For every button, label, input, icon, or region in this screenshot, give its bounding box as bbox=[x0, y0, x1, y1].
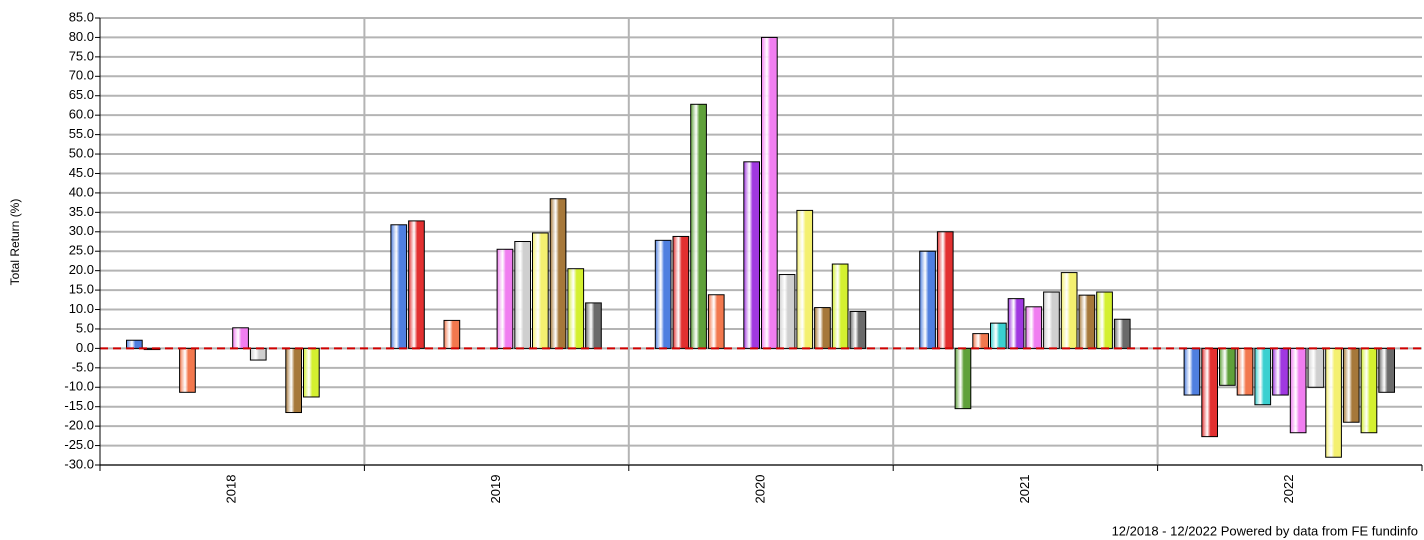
bar bbox=[778, 274, 796, 349]
y-tick-label: -5.0 bbox=[72, 359, 94, 374]
y-tick-label: -10.0 bbox=[64, 379, 94, 394]
bar bbox=[1289, 347, 1307, 434]
bar bbox=[390, 224, 408, 349]
y-tick-label: 25.0 bbox=[69, 243, 94, 258]
y-tick-label: 15.0 bbox=[69, 282, 94, 297]
bar bbox=[654, 239, 672, 349]
y-tick-label: 20.0 bbox=[69, 262, 94, 277]
footer: 12/2018 - 12/2022 Powered by data from F… bbox=[1112, 523, 1418, 538]
bar bbox=[1325, 347, 1342, 458]
bar bbox=[443, 319, 461, 349]
bar bbox=[1025, 306, 1043, 349]
bar bbox=[496, 248, 514, 349]
bar bbox=[303, 347, 320, 398]
bar bbox=[514, 241, 531, 349]
bar bbox=[1113, 318, 1131, 349]
y-tick-label: 5.0 bbox=[76, 320, 94, 335]
y-tick-label: 65.0 bbox=[69, 87, 94, 102]
bar bbox=[1183, 347, 1201, 396]
y-tick-label: 50.0 bbox=[69, 145, 94, 160]
bar bbox=[1043, 291, 1060, 349]
bar bbox=[672, 235, 690, 349]
y-tick-label: 80.0 bbox=[69, 29, 94, 44]
bar bbox=[567, 268, 585, 349]
x-tick-label: 2019 bbox=[488, 475, 503, 504]
bar bbox=[743, 161, 760, 349]
bar bbox=[1360, 347, 1378, 434]
y-tick-label: 35.0 bbox=[69, 204, 94, 219]
y-tick-label: 10.0 bbox=[69, 301, 94, 316]
bar bbox=[585, 302, 602, 349]
y-tick-label: 45.0 bbox=[69, 165, 94, 180]
bar bbox=[1219, 347, 1236, 386]
bar bbox=[814, 307, 831, 349]
bar bbox=[532, 232, 549, 349]
bar bbox=[849, 310, 867, 349]
y-tick-label: 0.0 bbox=[76, 340, 94, 355]
y-tick-label: 55.0 bbox=[69, 126, 94, 141]
bar bbox=[1342, 347, 1360, 423]
bar bbox=[1254, 347, 1272, 406]
bar bbox=[990, 322, 1007, 349]
x-tick-label: 2020 bbox=[752, 475, 767, 504]
bar bbox=[1060, 272, 1078, 349]
y-tick-label: 85.0 bbox=[69, 9, 94, 24]
y-tick-label: 75.0 bbox=[69, 48, 94, 63]
bar bbox=[707, 294, 725, 349]
bar bbox=[1307, 347, 1325, 388]
y-tick-label: -15.0 bbox=[64, 398, 94, 413]
bar bbox=[1272, 347, 1289, 396]
y-tick-label: -25.0 bbox=[64, 437, 94, 452]
bar bbox=[919, 250, 936, 349]
bar bbox=[232, 327, 249, 349]
x-tick-label: 2021 bbox=[1017, 475, 1032, 504]
y-tick-label: 40.0 bbox=[69, 184, 94, 199]
bar bbox=[1378, 347, 1396, 393]
bar bbox=[1078, 294, 1096, 349]
bar bbox=[761, 36, 778, 349]
bar bbox=[179, 347, 196, 393]
bar bbox=[1201, 347, 1219, 438]
y-tick-label: 60.0 bbox=[69, 107, 94, 122]
x-tick-label: 2018 bbox=[224, 475, 239, 504]
y-tick-label: 30.0 bbox=[69, 223, 94, 238]
x-tick-label: 2022 bbox=[1281, 475, 1296, 504]
bar bbox=[549, 198, 567, 349]
bar bbox=[831, 263, 849, 349]
bar bbox=[285, 347, 302, 414]
bar bbox=[690, 103, 707, 349]
y-tick-label: -20.0 bbox=[64, 418, 94, 433]
bar bbox=[249, 347, 267, 361]
bar bbox=[408, 220, 425, 349]
bar bbox=[972, 333, 989, 349]
y-tick-label: 70.0 bbox=[69, 68, 94, 83]
bar bbox=[1096, 291, 1113, 349]
bar bbox=[936, 231, 954, 349]
bar bbox=[1007, 298, 1025, 349]
bar bbox=[796, 209, 814, 349]
y-axis-label: Total Return (%) bbox=[8, 199, 22, 286]
y-tick-label: -30.0 bbox=[64, 456, 94, 471]
bar bbox=[1236, 347, 1254, 396]
bar bbox=[126, 339, 143, 349]
bar bbox=[954, 347, 972, 410]
